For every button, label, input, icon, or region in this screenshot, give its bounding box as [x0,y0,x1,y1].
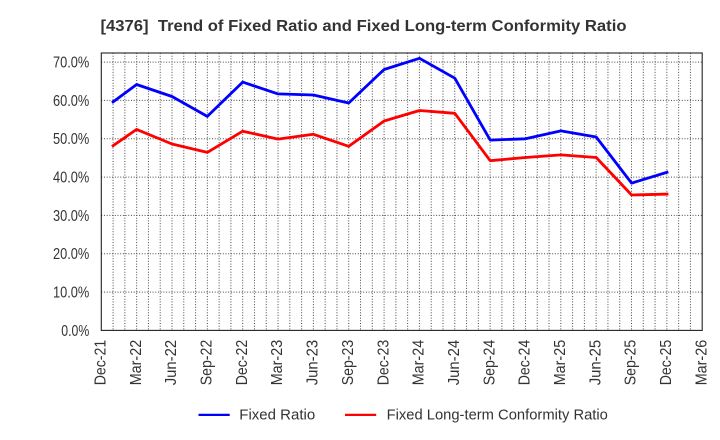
svg-text:20.0%: 20.0% [53,246,89,263]
svg-text:Jun-22: Jun-22 [163,340,180,386]
svg-text:30.0%: 30.0% [53,208,89,225]
svg-text:Mar-23: Mar-23 [269,340,286,386]
svg-text:40.0%: 40.0% [53,170,89,187]
svg-text:Dec-22: Dec-22 [234,340,251,386]
svg-text:Jun-24: Jun-24 [446,339,463,385]
svg-text:Mar-26: Mar-26 [693,340,710,386]
svg-text:50.0%: 50.0% [53,131,89,148]
svg-text:70.0%: 70.0% [53,55,89,72]
svg-text:Sep-25: Sep-25 [623,340,640,386]
svg-text:Fixed Ratio: Fixed Ratio [239,407,315,424]
svg-text:Mar-22: Mar-22 [128,340,145,386]
svg-text:60.0%: 60.0% [53,93,89,110]
svg-text:Dec-24: Dec-24 [517,339,534,385]
svg-text:Jun-23: Jun-23 [305,340,322,386]
svg-text:Sep-22: Sep-22 [199,340,216,386]
svg-text:Mar-24: Mar-24 [411,339,428,385]
svg-text:10.0%: 10.0% [53,285,89,302]
svg-text:Jun-25: Jun-25 [587,340,604,386]
svg-text:Sep-23: Sep-23 [340,340,357,386]
svg-text:Dec-21: Dec-21 [93,340,110,386]
svg-text:0.0%: 0.0% [61,323,89,340]
svg-text:[4376] Trend of Fixed Ratio a: [4376] Trend of Fixed Ratio and Fixed Lo… [101,18,627,35]
svg-text:Dec-23: Dec-23 [375,340,392,386]
svg-text:Mar-25: Mar-25 [552,340,569,386]
svg-text:Dec-25: Dec-25 [658,340,675,386]
svg-text:Fixed Long-term Conformity Rat: Fixed Long-term Conformity Ratio [387,407,608,424]
svg-text:Sep-24: Sep-24 [481,339,498,385]
